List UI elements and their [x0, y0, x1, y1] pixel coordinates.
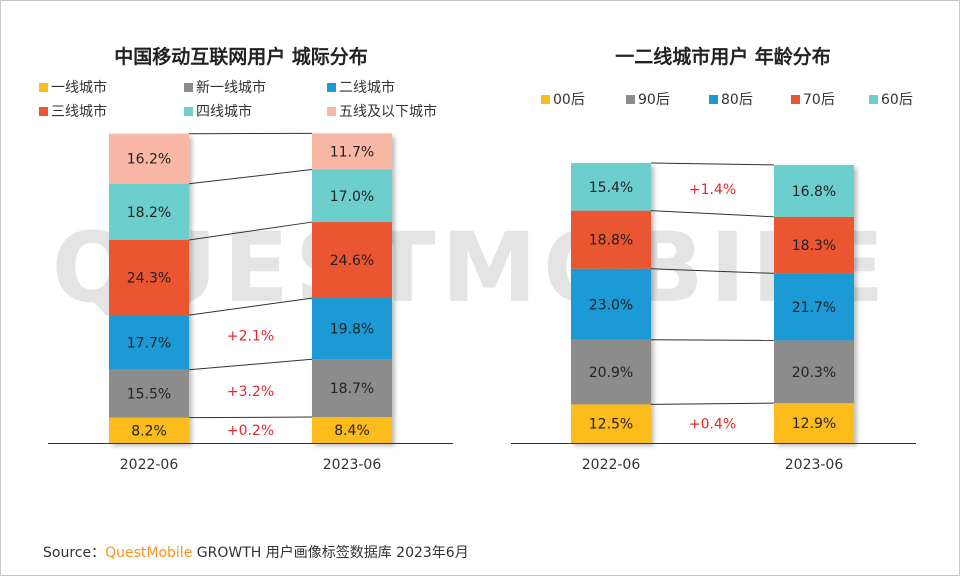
bar-segment: [774, 164, 854, 217]
data-label: 18.2%: [127, 205, 171, 221]
data-label: 8.2%: [131, 423, 167, 439]
connector-line: [188, 169, 313, 185]
bar-segment: [109, 133, 189, 184]
bar-segment: [312, 359, 392, 418]
legend-swatch: [39, 83, 48, 92]
connector-line: [188, 297, 313, 316]
data-label: 15.4%: [589, 180, 633, 196]
legend-swatch: [184, 107, 193, 116]
legend-label: 四线城市: [196, 103, 252, 120]
connector-line: [650, 402, 775, 405]
legend-label: 60后: [881, 92, 913, 108]
bar-segment: [774, 216, 854, 274]
bar-segment: [109, 315, 189, 370]
connector-line: [650, 210, 775, 218]
legend-swatch: [39, 107, 48, 116]
legend-swatch: [327, 83, 336, 92]
bar-segment: [571, 404, 651, 443]
bar-segment: [312, 169, 392, 223]
legend-swatch: [541, 95, 550, 104]
x-tick-label: 2023-06: [323, 457, 382, 473]
legend-swatch: [626, 95, 635, 104]
connector-line: [188, 221, 313, 241]
data-label: 11.7%: [330, 144, 374, 160]
data-label: 17.7%: [127, 335, 171, 351]
bar-segment: [312, 417, 392, 443]
legend-label: 00后: [553, 92, 585, 108]
bar-segment: [774, 273, 854, 341]
data-label: 20.3%: [792, 365, 836, 381]
legend-swatch: [709, 95, 718, 104]
source-note: Source：QuestMobile GROWTH 用户画像标签数据库 2023…: [43, 542, 469, 562]
change-annotation: +0.2%: [227, 423, 274, 439]
legend-label: 新一线城市: [196, 79, 266, 96]
data-label: 21.7%: [792, 300, 836, 316]
bar-segment: [571, 268, 651, 340]
data-label: 17.0%: [330, 189, 374, 205]
data-label: 18.3%: [792, 238, 836, 254]
change-annotation: +0.4%: [689, 416, 736, 432]
data-label: 18.8%: [589, 233, 633, 249]
bar-segment: [571, 210, 651, 269]
change-annotation: +1.4%: [689, 182, 736, 198]
legend-label: 二线城市: [339, 79, 395, 96]
bar-stack: [774, 164, 854, 443]
bar-segment: [571, 163, 651, 211]
legend-swatch: [327, 107, 336, 116]
data-label: 23.0%: [589, 297, 633, 313]
data-label: 20.9%: [589, 365, 633, 381]
legend-label: 80后: [721, 92, 753, 108]
connector-line: [650, 339, 775, 341]
x-tick-label: 2023-06: [785, 457, 844, 473]
bar-segment: [774, 403, 854, 443]
change-annotation: +3.2%: [227, 384, 274, 400]
source-text: GROWTH 用户画像标签数据库 2023年6月: [192, 545, 469, 561]
bar-segment: [109, 183, 189, 240]
bar-stack: [109, 133, 189, 443]
legend-swatch: [791, 95, 800, 104]
data-label: 12.5%: [589, 417, 633, 433]
data-label: 8.4%: [334, 423, 370, 439]
bar-stack: [312, 133, 392, 443]
data-label: 16.8%: [792, 184, 836, 200]
source-prefix: Source：: [43, 545, 106, 561]
bar-segment: [571, 339, 651, 405]
chart-title: 中国移动互联网用户 城际分布: [114, 45, 368, 68]
legend-label: 70后: [803, 92, 835, 108]
data-label: 12.9%: [792, 416, 836, 432]
chart-title: 一二线城市用户 年龄分布: [615, 45, 831, 68]
legend-swatch: [869, 95, 878, 104]
x-tick-label: 2022-06: [120, 457, 179, 473]
data-label: 19.8%: [330, 322, 374, 338]
x-tick-label: 2022-06: [582, 457, 641, 473]
bar-stack: [571, 163, 651, 443]
bar-segment: [109, 369, 189, 418]
bar-segment: [109, 417, 189, 443]
legend-label: 90后: [638, 92, 670, 108]
bar-segment: [774, 340, 854, 404]
connector-line: [650, 268, 775, 274]
change-annotation: +2.1%: [227, 329, 274, 345]
source-brand: QuestMobile: [105, 545, 193, 561]
connector-line: [188, 416, 313, 419]
connector-line: [188, 358, 313, 371]
legend-label: 五线及以下城市: [339, 103, 437, 120]
legend-label: 一线城市: [51, 79, 107, 96]
data-label: 24.3%: [127, 271, 171, 287]
legend-label: 三线城市: [51, 103, 107, 120]
watermark: QUESTMOBILE: [52, 212, 891, 324]
data-label: 24.6%: [330, 253, 374, 269]
data-label: 18.7%: [330, 381, 374, 397]
data-label: 16.2%: [127, 152, 171, 168]
bar-segment: [312, 298, 392, 360]
legend-swatch: [184, 83, 193, 92]
data-label: 15.5%: [127, 387, 171, 403]
bar-segment: [312, 222, 392, 299]
connector-line: [650, 162, 775, 166]
bar-segment: [109, 239, 189, 316]
bar-segment: [312, 133, 392, 170]
